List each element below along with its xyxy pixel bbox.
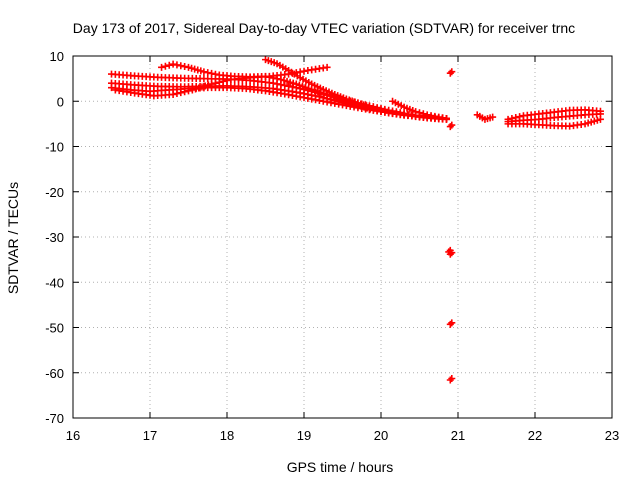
- data-point: [192, 85, 200, 93]
- x-tick-label: 21: [451, 428, 465, 443]
- data-point: [385, 108, 393, 116]
- outlier-point: [446, 123, 454, 131]
- y-tick-label: -40: [45, 275, 64, 290]
- outlier-point: [446, 69, 454, 77]
- data-point: [195, 84, 203, 92]
- outlier-point: [446, 320, 454, 328]
- outlier-point: [446, 250, 454, 258]
- y-tick-label: -10: [45, 140, 64, 155]
- grid: [73, 56, 612, 418]
- data-point: [204, 81, 212, 89]
- data-point: [219, 77, 227, 85]
- data-point: [198, 83, 206, 91]
- x-tick-label: 19: [297, 428, 311, 443]
- x-tick-label: 23: [605, 428, 619, 443]
- data-point: [381, 107, 389, 115]
- data-point: [173, 90, 181, 98]
- data-points: [108, 56, 604, 384]
- data-point: [201, 82, 209, 90]
- data-point: [158, 63, 166, 71]
- data-point: [365, 103, 373, 111]
- y-tick-label: -20: [45, 185, 64, 200]
- data-point: [161, 62, 169, 70]
- data-point: [215, 78, 223, 86]
- data-point: [596, 115, 604, 123]
- y-tick-label: 0: [57, 94, 64, 109]
- outlier-point: [448, 121, 456, 129]
- y-tick-label: -70: [45, 411, 64, 426]
- outlier-point: [448, 374, 456, 382]
- x-tick-label: 18: [220, 428, 234, 443]
- y-tick-label: 10: [50, 49, 64, 64]
- data-point: [377, 106, 385, 114]
- chart-title: Day 173 of 2017, Sidereal Day-to-day VTE…: [73, 20, 575, 36]
- data-point: [208, 80, 216, 88]
- axis-tick-labels: 16 17 18 19 20 21 22 23 10 0 -10 -20 -30 -40 -50 -60 -70: [45, 49, 619, 443]
- x-tick-label: 22: [528, 428, 542, 443]
- y-tick-label: -60: [45, 366, 64, 381]
- data-point: [169, 90, 177, 98]
- x-tick-label: 20: [374, 428, 388, 443]
- data-point: [419, 110, 427, 118]
- outlier-point: [448, 319, 456, 327]
- data-point: [412, 108, 420, 116]
- data-point: [323, 63, 331, 71]
- outlier-point: [448, 68, 456, 76]
- data-point: [165, 61, 173, 69]
- x-axis-title: GPS time / hours: [287, 459, 394, 475]
- y-tick-label: -50: [45, 321, 64, 336]
- data-point: [188, 86, 196, 94]
- data-point: [185, 87, 192, 95]
- outlier-point: [448, 249, 456, 257]
- plot-frame: [72, 55, 613, 419]
- outlier-point: [446, 376, 454, 384]
- data-point: [416, 109, 423, 117]
- x-tick-label: 17: [143, 428, 157, 443]
- y-tick-label: -30: [45, 230, 64, 245]
- y-axis-title: SDTVAR / TECUs: [5, 182, 21, 294]
- data-point: [177, 89, 185, 97]
- x-tick-label: 16: [66, 428, 80, 443]
- data-point: [442, 114, 450, 122]
- data-point: [181, 88, 189, 96]
- data-point: [373, 105, 381, 113]
- data-point: [489, 113, 497, 121]
- data-point: [369, 104, 377, 112]
- data-point: [211, 79, 219, 87]
